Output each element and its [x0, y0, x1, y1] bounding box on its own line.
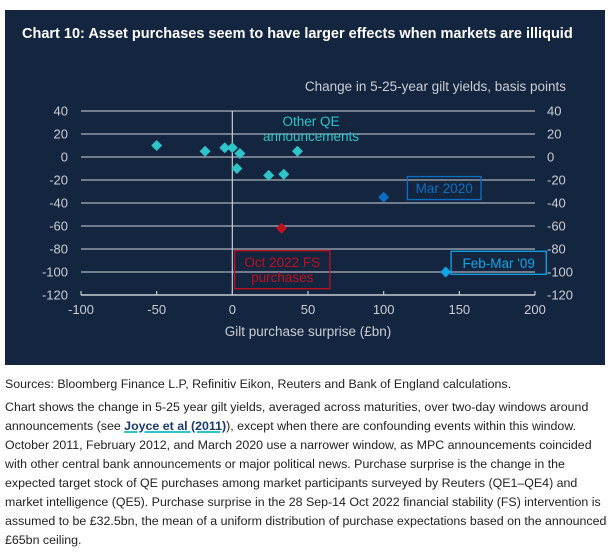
y-tick-label-right: -40	[547, 196, 566, 211]
data-point	[440, 266, 452, 278]
annotation-text: Oct 2022 FS	[244, 255, 320, 270]
description-note: Chart shows the change in 5-25 year gilt…	[5, 398, 609, 550]
data-point	[234, 148, 246, 160]
data-point	[276, 222, 288, 234]
y-tick-label-right: -20	[547, 173, 566, 188]
data-point	[226, 142, 238, 154]
scatter-chart: Change in 5-25-year gilt yields, basis p…	[42, 79, 573, 339]
data-point	[291, 145, 303, 157]
x-tick-label: 150	[448, 302, 470, 317]
x-tick-label: -50	[147, 302, 166, 317]
annotation-box	[450, 250, 547, 275]
annotation: Feb-Mar '09	[450, 250, 547, 275]
data-point	[278, 168, 290, 180]
annotation-text: Feb-Mar '09	[463, 256, 535, 271]
x-axis-label: Gilt purchase surprise (£bn)	[225, 324, 392, 339]
y-tick-label-right: 20	[547, 127, 561, 142]
y-tick-label-left: -20	[49, 173, 68, 188]
annotation-text: purchases	[251, 270, 314, 285]
sources-note: Sources: Bloomberg Finance L.P, Refiniti…	[5, 377, 512, 391]
x-tick-label: 0	[229, 302, 236, 317]
description-text-1: Chart shows the change in 5-25 year gilt…	[5, 400, 589, 433]
annotation-text: announcements	[263, 129, 359, 144]
y-unit-label: Change in 5-25-year gilt yields, basis p…	[305, 79, 566, 94]
y-tick-label-right: 40	[547, 104, 561, 119]
y-tick-label-right: -120	[547, 288, 573, 303]
y-tick-label-right: -80	[547, 242, 566, 257]
y-tick-label-left: -80	[49, 242, 68, 257]
annotation: Mar 2020	[406, 175, 482, 201]
annotation-text: Mar 2020	[416, 181, 473, 196]
annotation-box	[406, 175, 482, 201]
x-tick-label: 200	[524, 302, 546, 317]
y-tick-label-left: 20	[54, 127, 68, 142]
data-point	[263, 169, 275, 181]
y-tick-label-left: 0	[61, 150, 68, 165]
annotation-box	[234, 250, 331, 290]
joyce-et-al-link[interactable]: Joyce et al (2011)	[124, 419, 227, 433]
x-tick-label: -100	[68, 302, 94, 317]
data-point	[199, 145, 211, 157]
y-tick-label-left: -40	[49, 196, 68, 211]
y-tick-label-right: 0	[547, 150, 554, 165]
x-tick-label: 100	[373, 302, 395, 317]
y-tick-label-left: -60	[49, 219, 68, 234]
data-point	[231, 163, 243, 174]
chart-title: Chart 10: Asset purchases seem to have l…	[22, 26, 573, 42]
y-tick-label-left: 40	[54, 104, 68, 119]
x-tick-label: 50	[301, 302, 315, 317]
chart-notes: Sources: Bloomberg Finance L.P, Refiniti…	[5, 375, 609, 554]
y-tick-label-right: -60	[547, 219, 566, 234]
data-point	[219, 142, 231, 154]
chart-panel	[5, 10, 605, 365]
data-point	[151, 140, 163, 151]
y-tick-label-right: -100	[547, 265, 573, 280]
y-tick-label-left: -100	[42, 265, 68, 280]
data-points	[151, 140, 452, 278]
gridlines	[81, 110, 535, 295]
annotation-text: Other QE	[283, 114, 340, 129]
data-point	[378, 191, 390, 203]
y-tick-label-left: -120	[42, 288, 68, 303]
description-text-2: ), except when there are confounding eve…	[5, 419, 607, 547]
